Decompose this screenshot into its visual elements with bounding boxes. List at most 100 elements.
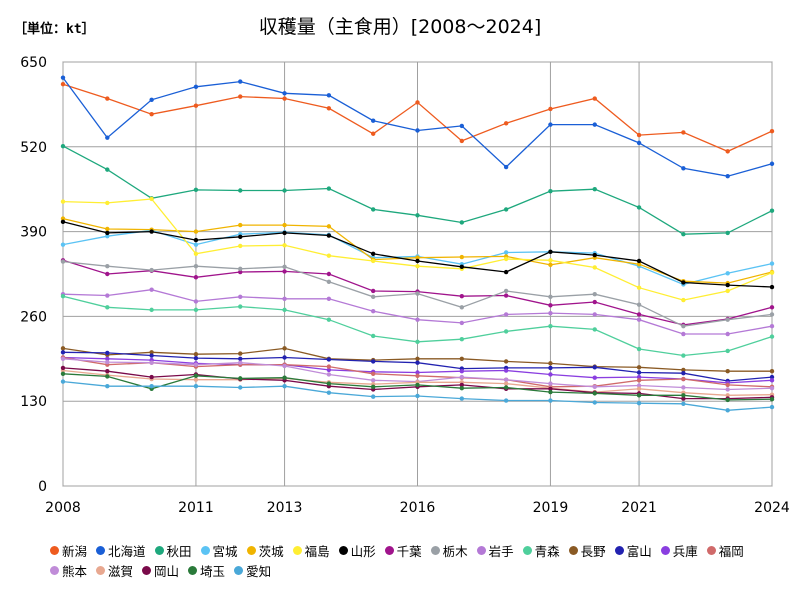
data-point [725, 317, 730, 322]
x-tick-label: 2008 [45, 500, 81, 516]
data-point [282, 96, 287, 101]
data-point [60, 259, 66, 264]
data-point [548, 258, 553, 263]
data-point [105, 96, 110, 101]
legend-item: 茨城 [246, 540, 284, 560]
data-point [238, 266, 243, 271]
data-point [193, 187, 199, 193]
data-point [415, 128, 420, 133]
legend-marker [246, 545, 256, 555]
data-point [459, 356, 465, 361]
data-point [105, 271, 110, 277]
data-point [636, 400, 642, 406]
data-point [415, 317, 420, 322]
data-point [105, 350, 110, 356]
data-point [725, 331, 730, 337]
data-point [636, 205, 642, 210]
legend-item: 新潟 [50, 540, 87, 560]
data-point [681, 367, 686, 373]
data-point [60, 143, 66, 149]
data-point [149, 287, 154, 292]
data-point [238, 234, 243, 240]
data-point [636, 258, 642, 264]
data-point [725, 393, 730, 398]
data-point [503, 121, 509, 126]
data-point [326, 381, 332, 386]
data-point [725, 382, 730, 388]
data-point [681, 396, 686, 401]
data-point [725, 387, 730, 392]
legend-marker [706, 545, 716, 555]
legend-marker [188, 565, 198, 575]
legend-marker [660, 545, 670, 555]
legend-marker [476, 545, 486, 555]
data-point [326, 93, 332, 98]
legend-label: 北海道 [108, 543, 146, 559]
data-point [193, 84, 199, 89]
data-point [592, 265, 597, 270]
legend-marker [568, 545, 578, 555]
x-tick-label: 2011 [178, 500, 214, 516]
data-point [681, 166, 686, 171]
data-point [193, 355, 199, 361]
data-point [548, 381, 553, 386]
data-point [193, 242, 199, 247]
legend-marker [154, 545, 164, 555]
y-tick-label: 520 [20, 140, 47, 156]
data-point [370, 359, 376, 364]
data-point [60, 75, 66, 80]
data-point [725, 288, 730, 294]
data-point [592, 96, 597, 101]
data-point [282, 383, 287, 389]
data-point [548, 106, 553, 112]
data-point [415, 373, 420, 378]
data-point [326, 271, 332, 277]
data-point [149, 383, 154, 389]
data-point [238, 94, 243, 99]
data-point [769, 284, 775, 290]
legend-label: 兵庫 [672, 543, 698, 559]
legend-marker [384, 545, 394, 555]
data-point [592, 252, 597, 258]
data-point [592, 384, 597, 390]
legend-label: 宮城 [212, 543, 238, 559]
data-point [326, 364, 332, 369]
legend-marker [430, 545, 440, 555]
legend-item: 兵庫 [660, 540, 698, 560]
data-point [149, 307, 154, 313]
data-point [636, 285, 642, 290]
data-point [282, 222, 287, 228]
legend-marker [614, 545, 624, 555]
data-point [370, 394, 376, 399]
data-point [548, 323, 553, 329]
data-point [769, 334, 775, 339]
data-point [238, 243, 243, 249]
data-point [503, 368, 509, 373]
data-point [60, 350, 66, 355]
data-point [503, 164, 509, 170]
legend-label: 熊本 [62, 563, 88, 579]
data-point [415, 263, 420, 269]
data-point [459, 138, 465, 144]
data-point [282, 188, 287, 193]
data-point [725, 149, 730, 154]
legend-item: 青森 [522, 540, 560, 560]
data-point [681, 385, 686, 390]
data-point [725, 408, 730, 413]
y-tick-label: 130 [20, 394, 47, 410]
data-point [282, 355, 287, 360]
data-point [459, 320, 465, 326]
data-point [592, 299, 597, 305]
data-point [769, 374, 775, 380]
data-point [60, 216, 66, 221]
data-point [636, 378, 642, 383]
data-point [503, 269, 509, 275]
legend-label: 秋田 [166, 543, 192, 559]
y-tick-label: 0 [38, 479, 47, 495]
data-point [459, 396, 465, 401]
data-point [105, 226, 110, 232]
data-point [193, 307, 199, 313]
data-point [238, 360, 243, 365]
data-point [769, 161, 775, 166]
data-point [60, 219, 66, 225]
